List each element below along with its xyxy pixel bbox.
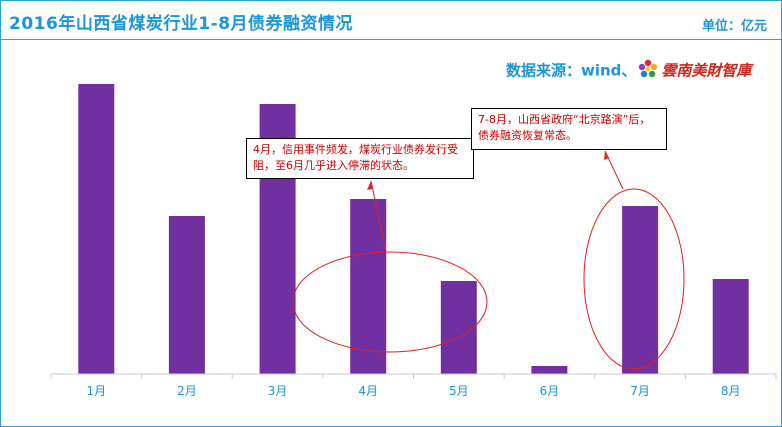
unit-label: 单位：亿元 [701,19,767,34]
x-tick-label: 1月 [86,384,106,398]
chart-title: 2016年山西省煤炭行业1-8月债券融资情况 [9,14,354,34]
bar-group [78,84,749,374]
data-source: 数据来源：wind、 雲南美財智庫 [506,59,751,83]
x-axis-tick-labels: 1月 2月 3月 4月 5月 6月 7月 8月 [86,384,740,398]
flower-logo-icon [638,59,658,83]
bar-5 [440,281,477,374]
july-pointer-arrowhead [604,151,609,160]
bar-7 [622,206,659,374]
april-pointer-arrowhead [367,181,373,190]
source-prefix: 数据来源：wind、 [506,61,637,80]
bar-1 [78,84,115,374]
x-tick-label: 4月 [358,384,378,398]
x-tick-label: 7月 [630,384,650,398]
x-axis-ticks [50,374,777,379]
july-annotation: 7-8月，山西省政府“北京路演”后，债券融资恢复常态。 [471,108,667,150]
april-pointer-arrow [370,180,387,252]
x-tick-label: 8月 [721,384,741,398]
title-divider [1,39,781,40]
x-tick-label: 3月 [268,384,288,398]
april-annotation: 4月，信用事件频发，煤炭行业债券发行受阻，至6月几乎进入停滞的状态。 [246,138,474,179]
bar-6 [531,366,568,374]
bar-4 [350,199,387,374]
x-tick-label: 5月 [449,384,469,398]
bar-8 [712,279,749,374]
april-highlight-ellipse [292,251,488,353]
brand-name: 雲南美財智庫 [661,61,752,80]
july-highlight-ellipse [583,188,685,370]
x-tick-label: 2月 [177,384,197,398]
x-tick-label: 6月 [540,384,560,398]
bar-2 [168,216,205,374]
